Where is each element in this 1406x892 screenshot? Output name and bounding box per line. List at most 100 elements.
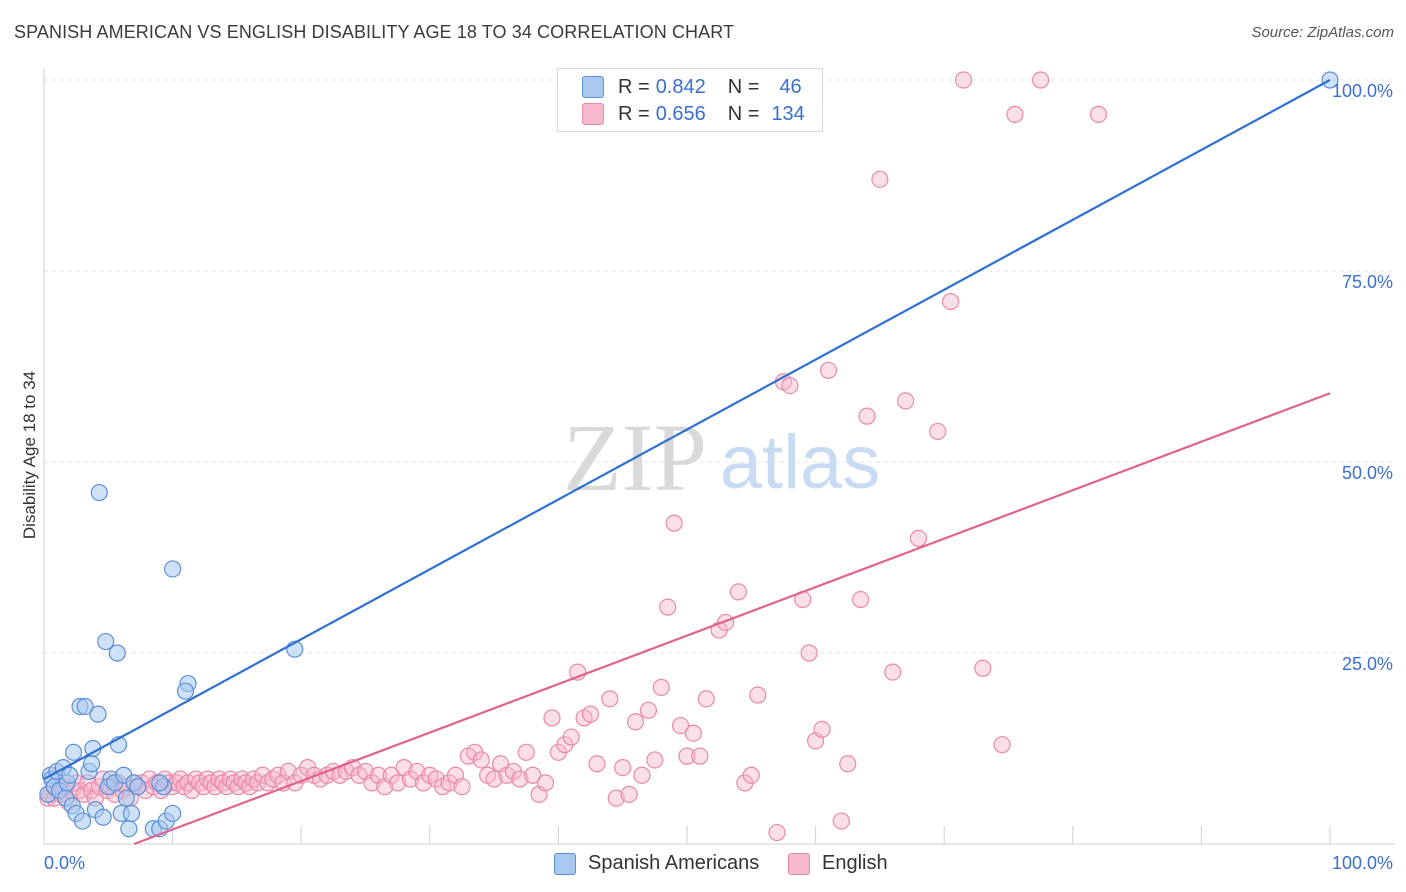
spanish-americans-point-22 bbox=[94, 808, 112, 826]
tick-labels: 25.0% 50.0% 75.0% 100.0% 0.0% 100.0% bbox=[44, 81, 1393, 873]
english-point-109 bbox=[588, 755, 606, 773]
y-tick-label-1: 50.0% bbox=[1342, 463, 1393, 483]
legend-r-label: R = bbox=[618, 102, 650, 125]
trend-lines bbox=[43, 79, 1331, 846]
trend-line-english bbox=[133, 392, 1331, 846]
x-tick-label-1: 100.0% bbox=[1332, 853, 1393, 873]
english-point-153 bbox=[1006, 105, 1024, 123]
spanish-americans-point-21 bbox=[90, 483, 108, 502]
legend-n-label: N = bbox=[727, 75, 760, 98]
english-point-105 bbox=[562, 728, 580, 746]
legend: R = 0.842 N = 46 R = 0.656 N = 134 bbox=[557, 68, 823, 132]
english-point-108 bbox=[581, 705, 600, 723]
legend-row-spanish-americans: R = 0.842 N = 46 bbox=[582, 75, 802, 99]
spanish-americans-point-33 bbox=[122, 804, 141, 823]
axes bbox=[43, 68, 1395, 845]
english-point-118 bbox=[652, 678, 670, 696]
spanish-americans-point-25 bbox=[108, 644, 126, 662]
legend-item-english: English bbox=[788, 852, 888, 875]
english-point-143 bbox=[858, 407, 876, 425]
spanish-americans-point-15 bbox=[76, 697, 94, 716]
english-point-124 bbox=[691, 747, 709, 765]
legend-n-value: 46 bbox=[779, 75, 802, 98]
legend-label: English bbox=[822, 852, 888, 874]
english-point-101 bbox=[536, 774, 555, 792]
spanish-americans-point-44 bbox=[176, 682, 195, 700]
english-point-134 bbox=[781, 377, 799, 395]
watermark-atlas: atlas bbox=[720, 420, 881, 505]
english-point-110 bbox=[601, 690, 619, 708]
legend-row-english: R = 0.656 N = 134 bbox=[582, 102, 805, 126]
english-point-102 bbox=[543, 709, 561, 727]
spanish-americans-point-42 bbox=[164, 560, 182, 578]
legend-n-label: N = bbox=[727, 102, 760, 125]
legend-label: Spanish Americans bbox=[588, 852, 760, 874]
english-point-117 bbox=[646, 751, 664, 769]
english-point-148 bbox=[929, 422, 947, 441]
english-point-88 bbox=[453, 778, 471, 796]
y-tick-label-2: 75.0% bbox=[1342, 272, 1393, 292]
english-point-149 bbox=[942, 292, 960, 311]
legend-r-label: R = bbox=[618, 75, 650, 98]
x-tick-label-0: 0.0% bbox=[44, 853, 85, 873]
english-point-114 bbox=[626, 713, 645, 731]
english-point-150 bbox=[954, 71, 973, 89]
spanish-americans-point-23 bbox=[97, 632, 115, 651]
english-point-154 bbox=[1032, 71, 1050, 89]
english-point-144 bbox=[871, 170, 889, 188]
legend-swatch-pink bbox=[582, 103, 604, 125]
bottom-legend: Spanish Americans English bbox=[0, 852, 1406, 878]
english-point-136 bbox=[800, 644, 818, 662]
english-point-141 bbox=[839, 755, 857, 773]
english-point-130 bbox=[742, 766, 760, 784]
english-point-123 bbox=[684, 724, 703, 742]
chart-title: SPANISH AMERICAN VS ENGLISH DISABILITY A… bbox=[14, 22, 735, 42]
spanish-americans-point-20 bbox=[89, 705, 107, 723]
y-tick-label-0: 25.0% bbox=[1342, 654, 1393, 674]
spanish-americans-point-38 bbox=[151, 774, 169, 792]
legend-swatch-blue bbox=[554, 852, 576, 875]
spanish-americans-point-35 bbox=[129, 778, 147, 796]
english-point-119 bbox=[659, 598, 677, 616]
english-point-120 bbox=[665, 514, 683, 532]
spanish-americans-point-11 bbox=[64, 743, 83, 761]
english-point-91 bbox=[472, 751, 490, 769]
y-tick-label-3: 100.0% bbox=[1332, 81, 1393, 101]
english-point-140 bbox=[832, 812, 850, 830]
english-point-125 bbox=[697, 690, 715, 708]
watermark: ZIP atlas bbox=[563, 404, 880, 511]
source-label: Source: ZipAtlas.com bbox=[1251, 24, 1394, 41]
trend-line-spanish-americans bbox=[43, 79, 1331, 781]
spanish-americans-point-32 bbox=[120, 820, 138, 838]
legend-n-value: 134 bbox=[771, 102, 805, 125]
english-point-138 bbox=[813, 720, 831, 739]
english-point-78 bbox=[389, 774, 407, 792]
english-point-131 bbox=[749, 686, 767, 704]
spanish-americans-point-31 bbox=[117, 789, 135, 807]
english-point-132 bbox=[768, 823, 786, 842]
english-point-98 bbox=[517, 743, 535, 761]
english-point-121 bbox=[671, 716, 690, 735]
legend-item-spanish-americans: Spanish Americans bbox=[554, 852, 759, 875]
english-point-113 bbox=[620, 785, 638, 803]
english-point-97 bbox=[511, 770, 529, 788]
english-point-151 bbox=[974, 659, 992, 677]
english-point-116 bbox=[639, 701, 658, 719]
english-point-115 bbox=[633, 766, 651, 784]
legend-r-value: 0.656 bbox=[655, 102, 706, 125]
english-point-146 bbox=[897, 392, 915, 410]
english-point-142 bbox=[852, 590, 870, 609]
english-point-99 bbox=[524, 766, 542, 784]
english-point-128 bbox=[729, 583, 748, 601]
y-axis-label: Disability Age 18 to 34 bbox=[20, 370, 39, 540]
spanish-americans-point-17 bbox=[82, 755, 101, 773]
english-point-112 bbox=[614, 758, 632, 777]
spanish-americans-point-9 bbox=[61, 766, 79, 784]
english-point-111 bbox=[607, 789, 625, 807]
legend-swatch-pink bbox=[788, 852, 810, 875]
legend-r-value: 0.842 bbox=[655, 75, 706, 98]
english-point-122 bbox=[678, 747, 696, 765]
english-point-145 bbox=[884, 663, 902, 681]
english-point-155 bbox=[1089, 105, 1108, 123]
legend-swatch-blue bbox=[582, 76, 604, 98]
